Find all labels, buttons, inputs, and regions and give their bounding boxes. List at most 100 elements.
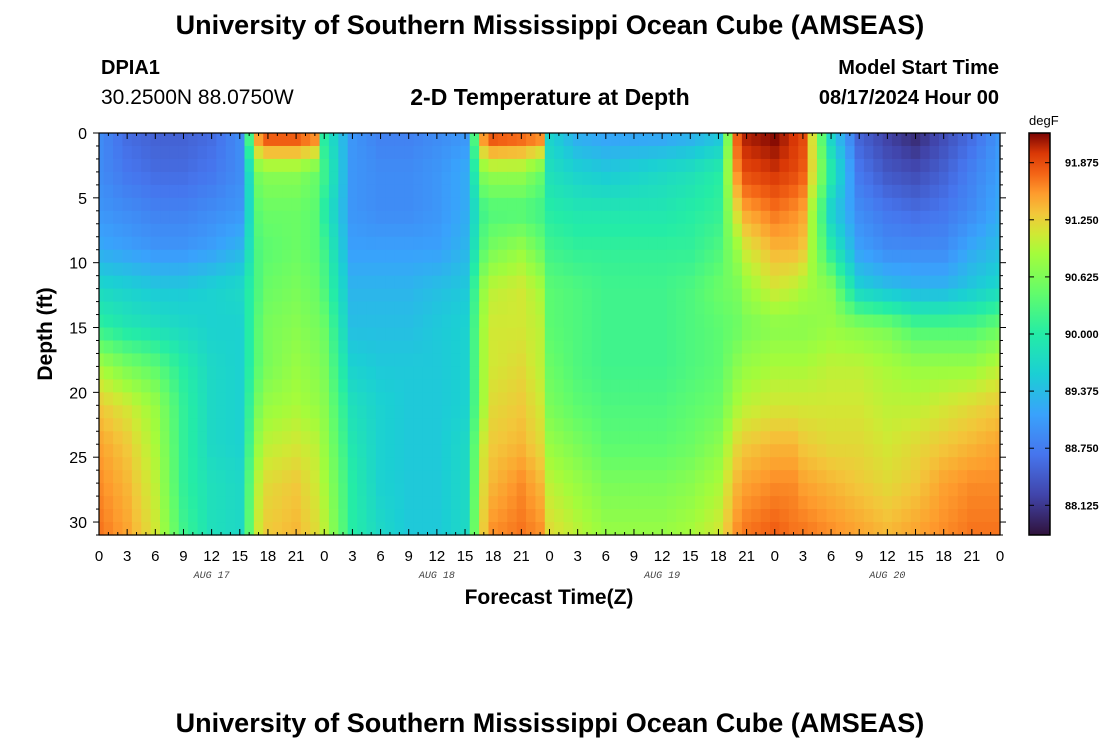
heatmap-cell	[99, 496, 105, 510]
heatmap-cell	[469, 509, 480, 523]
heatmap-cell	[263, 470, 274, 484]
heatmap-cell	[497, 275, 508, 290]
heatmap-cell	[544, 314, 555, 329]
heatmap-cell	[535, 133, 546, 147]
heatmap-cell	[160, 236, 170, 251]
heatmap-cell	[385, 327, 396, 342]
heatmap-cell	[995, 314, 1001, 329]
heatmap-cell	[967, 184, 978, 199]
heatmap-cell	[497, 314, 508, 329]
heatmap-cell	[347, 392, 358, 406]
heatmap-cell	[835, 509, 846, 523]
heatmap-cell	[901, 392, 912, 406]
heatmap-cell	[422, 223, 433, 238]
heatmap-cell	[244, 483, 255, 497]
heatmap-cell	[554, 509, 565, 523]
heatmap-cell	[338, 197, 349, 212]
heatmap-cell	[601, 249, 612, 264]
heatmap-cell	[760, 353, 771, 368]
heatmap-cell	[150, 483, 161, 497]
heatmap-cell	[619, 133, 630, 147]
heatmap-cell	[619, 314, 630, 329]
heatmap-cell	[666, 457, 677, 471]
heatmap-cell	[873, 470, 884, 484]
heatmap-cell	[432, 470, 443, 484]
heatmap-cell	[704, 210, 715, 225]
heatmap-cell	[206, 210, 217, 225]
heatmap-cell	[648, 145, 659, 160]
heatmap-cell	[629, 197, 640, 212]
heatmap-cell	[873, 133, 884, 147]
heatmap-cell	[253, 496, 264, 510]
heatmap-cell	[976, 418, 987, 432]
heatmap-cell	[366, 197, 377, 212]
heatmap-cell	[713, 340, 724, 355]
heatmap-cell	[479, 522, 490, 536]
heatmap-cell	[150, 340, 161, 355]
heatmap-cell	[807, 210, 818, 225]
heatmap-cell	[338, 158, 349, 173]
heatmap-cell	[404, 197, 415, 212]
heatmap-cell	[704, 483, 715, 497]
heatmap-cell	[798, 496, 809, 510]
heatmap-cell	[685, 171, 696, 186]
heatmap-cell	[948, 314, 959, 329]
heatmap-cell	[366, 470, 377, 484]
heatmap-cell	[863, 249, 874, 264]
heatmap-cell	[310, 158, 321, 173]
heatmap-cell	[347, 379, 358, 393]
heatmap-cell	[497, 262, 508, 277]
heatmap-cell	[741, 262, 752, 277]
heatmap-cell	[770, 133, 781, 147]
heatmap-cell	[488, 197, 499, 212]
heatmap-cell	[507, 353, 518, 368]
heatmap-cell	[225, 262, 236, 277]
heatmap-cell	[704, 431, 715, 445]
heatmap-cell	[338, 379, 349, 393]
heatmap-cell	[432, 158, 443, 173]
heatmap-cell	[845, 405, 856, 419]
station-id: DPIA1	[101, 57, 160, 79]
heatmap-cell	[469, 236, 480, 251]
heatmap-cell	[591, 379, 602, 393]
heatmap-cell	[779, 444, 790, 458]
heatmap-cell	[263, 522, 274, 536]
heatmap-cell	[704, 405, 715, 419]
heatmap-cell	[826, 366, 837, 380]
heatmap-cell	[516, 275, 527, 290]
heatmap-cell	[723, 197, 734, 212]
heatmap-cell	[347, 133, 358, 147]
heatmap-cell	[375, 210, 386, 225]
heatmap-cell	[741, 418, 752, 432]
heatmap-cell	[394, 405, 405, 419]
heatmap-cell	[948, 327, 959, 342]
heatmap-cell	[694, 314, 705, 329]
heatmap-cell	[995, 379, 1001, 393]
heatmap-cell	[910, 418, 921, 432]
heatmap-cell	[723, 288, 734, 303]
heatmap-cell	[375, 431, 386, 445]
heatmap-cell	[770, 262, 781, 277]
heatmap-cell	[920, 366, 931, 380]
heatmap-cell	[507, 314, 518, 329]
heatmap-cell	[366, 457, 377, 471]
heatmap-cell	[441, 133, 452, 147]
heatmap-cell	[985, 431, 996, 445]
heatmap-cell	[666, 509, 677, 523]
heatmap-cell	[516, 184, 527, 199]
heatmap-cell	[441, 444, 452, 458]
heatmap-cell	[591, 340, 602, 355]
heatmap-cell	[103, 327, 114, 342]
heatmap-cell	[394, 223, 405, 238]
heatmap-cell	[910, 133, 921, 147]
heatmap-cell	[141, 236, 152, 251]
heatmap-cell	[516, 171, 527, 186]
heatmap-cell	[779, 210, 790, 225]
heatmap-cell	[995, 418, 1001, 432]
heatmap-cell	[197, 483, 208, 497]
heatmap-cell	[122, 314, 133, 329]
heatmap-cell	[103, 496, 114, 510]
heatmap-cell	[394, 522, 405, 536]
heatmap-cell	[160, 418, 170, 432]
